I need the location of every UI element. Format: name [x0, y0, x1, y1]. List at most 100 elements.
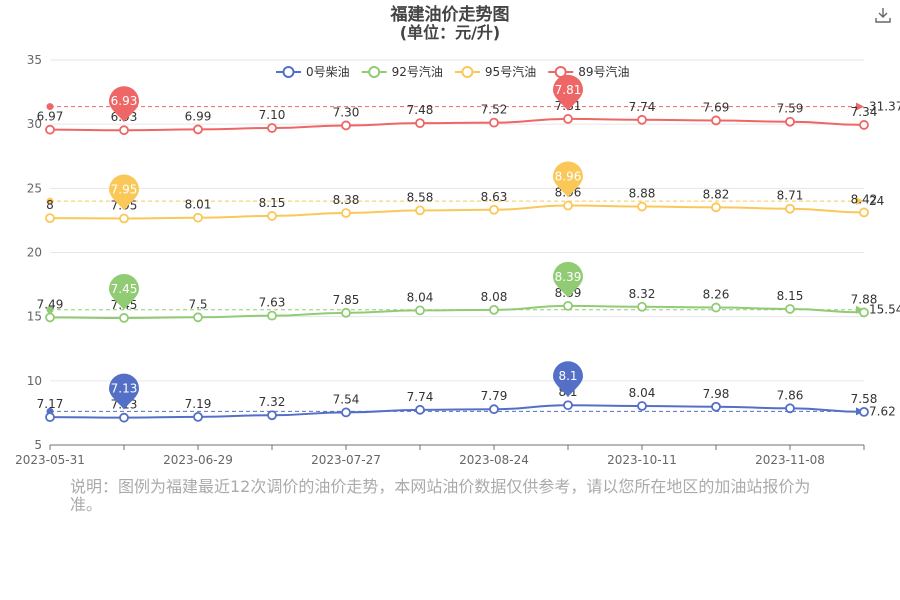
series-0: 7.62 7.17 7.13 7.19 7.32 7.54 7.74 7.79 8.1 8.04 7… [37, 361, 896, 423]
marker-label: 6.93 [111, 94, 138, 108]
series-line [49, 304, 865, 319]
data-label: 8.32 [629, 287, 656, 301]
max-marker [553, 361, 583, 398]
x-tick-label: 2023-11-08 [755, 453, 825, 467]
series-1: 15.54 7.49 7.45 7.5 7.63 7.85 8.04 8.08 8.39 8.32… [37, 261, 900, 323]
data-point [563, 400, 573, 411]
data-point [267, 410, 277, 421]
data-label: 6.97 [37, 110, 64, 124]
data-label: 8.15 [259, 196, 286, 210]
data-label: 7.69 [703, 100, 730, 114]
y-tick-label: 30 [27, 117, 42, 131]
data-point [415, 205, 425, 216]
data-point [785, 203, 795, 214]
data-label: 8.58 [407, 190, 434, 204]
series-2: 24 8 7.95 8.01 8.15 8.38 8.58 8.63 8.96 8.88 8.82 8… [45, 161, 884, 224]
data-point [859, 207, 869, 218]
data-label: 7.49 [37, 297, 64, 311]
avg-line-start [46, 306, 54, 314]
data-point [637, 114, 647, 125]
data-label: 7.79 [481, 389, 508, 403]
avg-line-arrow [856, 197, 864, 206]
series-line [49, 117, 865, 132]
data-label: 7.48 [407, 103, 434, 117]
data-label: 7.86 [777, 388, 804, 402]
data-point [711, 302, 721, 313]
legend-item-3[interactable]: 89号汽油 [548, 64, 629, 79]
data-label: 8.04 [629, 386, 656, 400]
legend-label: 95号汽油 [485, 64, 536, 79]
marker-label: 7.13 [111, 382, 138, 396]
marker-label: 8.39 [555, 270, 582, 284]
data-point [341, 120, 351, 131]
data-label: 8.38 [333, 193, 360, 207]
data-point [637, 201, 647, 212]
data-label: 7.58 [851, 392, 878, 406]
data-label: 8.26 [703, 288, 730, 302]
data-point [119, 213, 129, 224]
data-label: 7.17 [37, 397, 64, 411]
legend-item-1[interactable]: 92号汽油 [361, 64, 443, 79]
data-label: 7.63 [259, 296, 286, 310]
data-point [193, 411, 203, 422]
data-point [415, 404, 425, 415]
data-label: 7.19 [185, 397, 212, 411]
data-label: 7.5 [188, 297, 207, 311]
min-marker [109, 86, 139, 123]
data-point [193, 212, 203, 223]
data-label: 7.34 [851, 105, 878, 119]
series: 7.62 7.17 7.13 7.19 7.32 7.54 7.74 7.79 8.1 8.04 7… [37, 74, 900, 423]
min-marker [109, 273, 139, 310]
data-label: 7.88 [851, 292, 878, 306]
legend-label: 92号汽油 [392, 64, 443, 79]
marker-label: 8.1 [558, 369, 577, 383]
data-point [711, 401, 721, 412]
data-point [193, 124, 203, 135]
legend-label: 0号柴油 [306, 65, 350, 79]
avg-line-label: 15.54 [869, 303, 900, 317]
y-tick-label: 35 [27, 53, 42, 67]
series-3: 31.37 6.97 6.93 6.99 7.10 7.30 7.48 7.52 7.81 7.7… [37, 74, 900, 136]
legend[interactable]: 0号柴油 92号汽油 95号汽油 89号汽油 [276, 64, 629, 79]
avg-line-start [46, 197, 54, 205]
avg-line-arrow [856, 102, 864, 111]
data-point [859, 307, 869, 318]
data-point [489, 304, 499, 315]
legend-label: 89号汽油 [578, 64, 629, 79]
max-marker [553, 261, 583, 298]
chart-title: 福建油价走势图 [390, 4, 510, 25]
data-point [489, 404, 499, 415]
min-marker [109, 373, 139, 410]
min-marker [109, 174, 139, 211]
data-point [489, 204, 499, 215]
avg-line-label: 7.62 [869, 404, 896, 418]
data-point [785, 116, 795, 127]
max-marker [553, 74, 583, 111]
download-icon[interactable] [874, 6, 892, 24]
data-label: 8.04 [407, 290, 434, 304]
marker-label: 7.45 [111, 282, 138, 296]
y-tick-label: 20 [27, 246, 42, 260]
data-label: 7.85 [333, 293, 360, 307]
data-label: 8.71 [777, 189, 804, 203]
data-point [267, 310, 277, 321]
data-label: 8.88 [629, 187, 656, 201]
data-point [711, 115, 721, 126]
data-point [859, 120, 869, 130]
data-point [637, 401, 647, 411]
y-tick-label: 15 [27, 310, 42, 324]
chart-note: 说明：图例为福建最近12次调价的油价走势，本网站油价数据仅供参考，请以您所在地区… [70, 477, 811, 514]
data-label: 7.74 [407, 390, 434, 404]
legend-item-2[interactable]: 95号汽油 [454, 64, 536, 79]
data-label: 7.10 [259, 108, 286, 122]
data-point [119, 313, 129, 323]
legend-item-0[interactable]: 0号柴油 [276, 65, 350, 79]
data-label: 7.98 [703, 387, 730, 401]
data-label: 8.63 [481, 190, 508, 204]
y-tick-label: 5 [34, 438, 42, 452]
marker-label: 7.95 [111, 182, 138, 196]
data-point [563, 200, 573, 211]
x-tick-label: 2023-07-27 [311, 453, 381, 467]
data-point [267, 123, 277, 133]
